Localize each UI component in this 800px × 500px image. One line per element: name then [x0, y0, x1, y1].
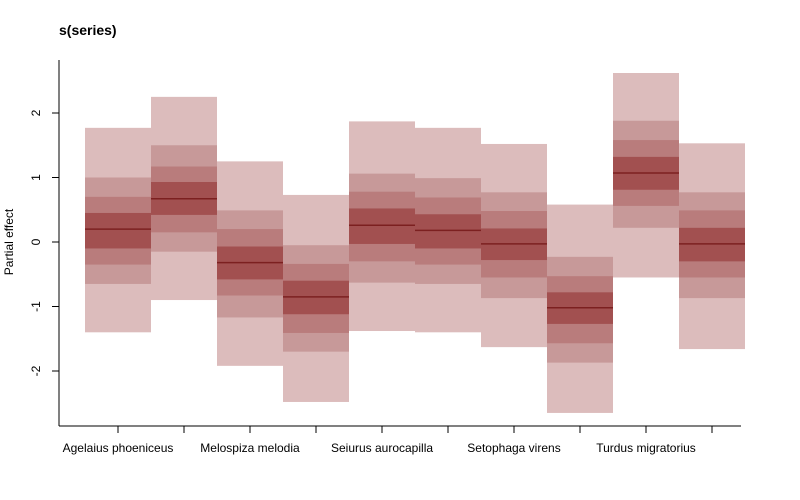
x-tick-label: Setophaga virens	[467, 441, 560, 455]
plot-area: -2 -1 0 1 2 Agelaius phoeniceus Melospiza melo…	[29, 60, 745, 455]
y-tick-label: 1	[29, 174, 43, 181]
y-axis-label: Partial effect	[2, 208, 16, 275]
x-tick-label: Seiurus aurocapilla	[331, 441, 433, 455]
x-tick-label: Melospiza melodia	[200, 441, 300, 455]
box-6-inner-band	[415, 214, 481, 249]
chart-title: s(series)	[59, 22, 117, 38]
y-tick-label: 0	[29, 238, 43, 245]
x-tick-label: Turdus migratorius	[596, 441, 696, 455]
y-tick-label: -2	[29, 365, 43, 376]
y-tick-label: -1	[29, 301, 43, 312]
box-5-inner-band	[349, 208, 415, 244]
box-1-inner-band	[85, 212, 151, 249]
y-tick-label: 2	[29, 109, 43, 116]
x-tick-label: Agelaius phoeniceus	[63, 441, 174, 455]
